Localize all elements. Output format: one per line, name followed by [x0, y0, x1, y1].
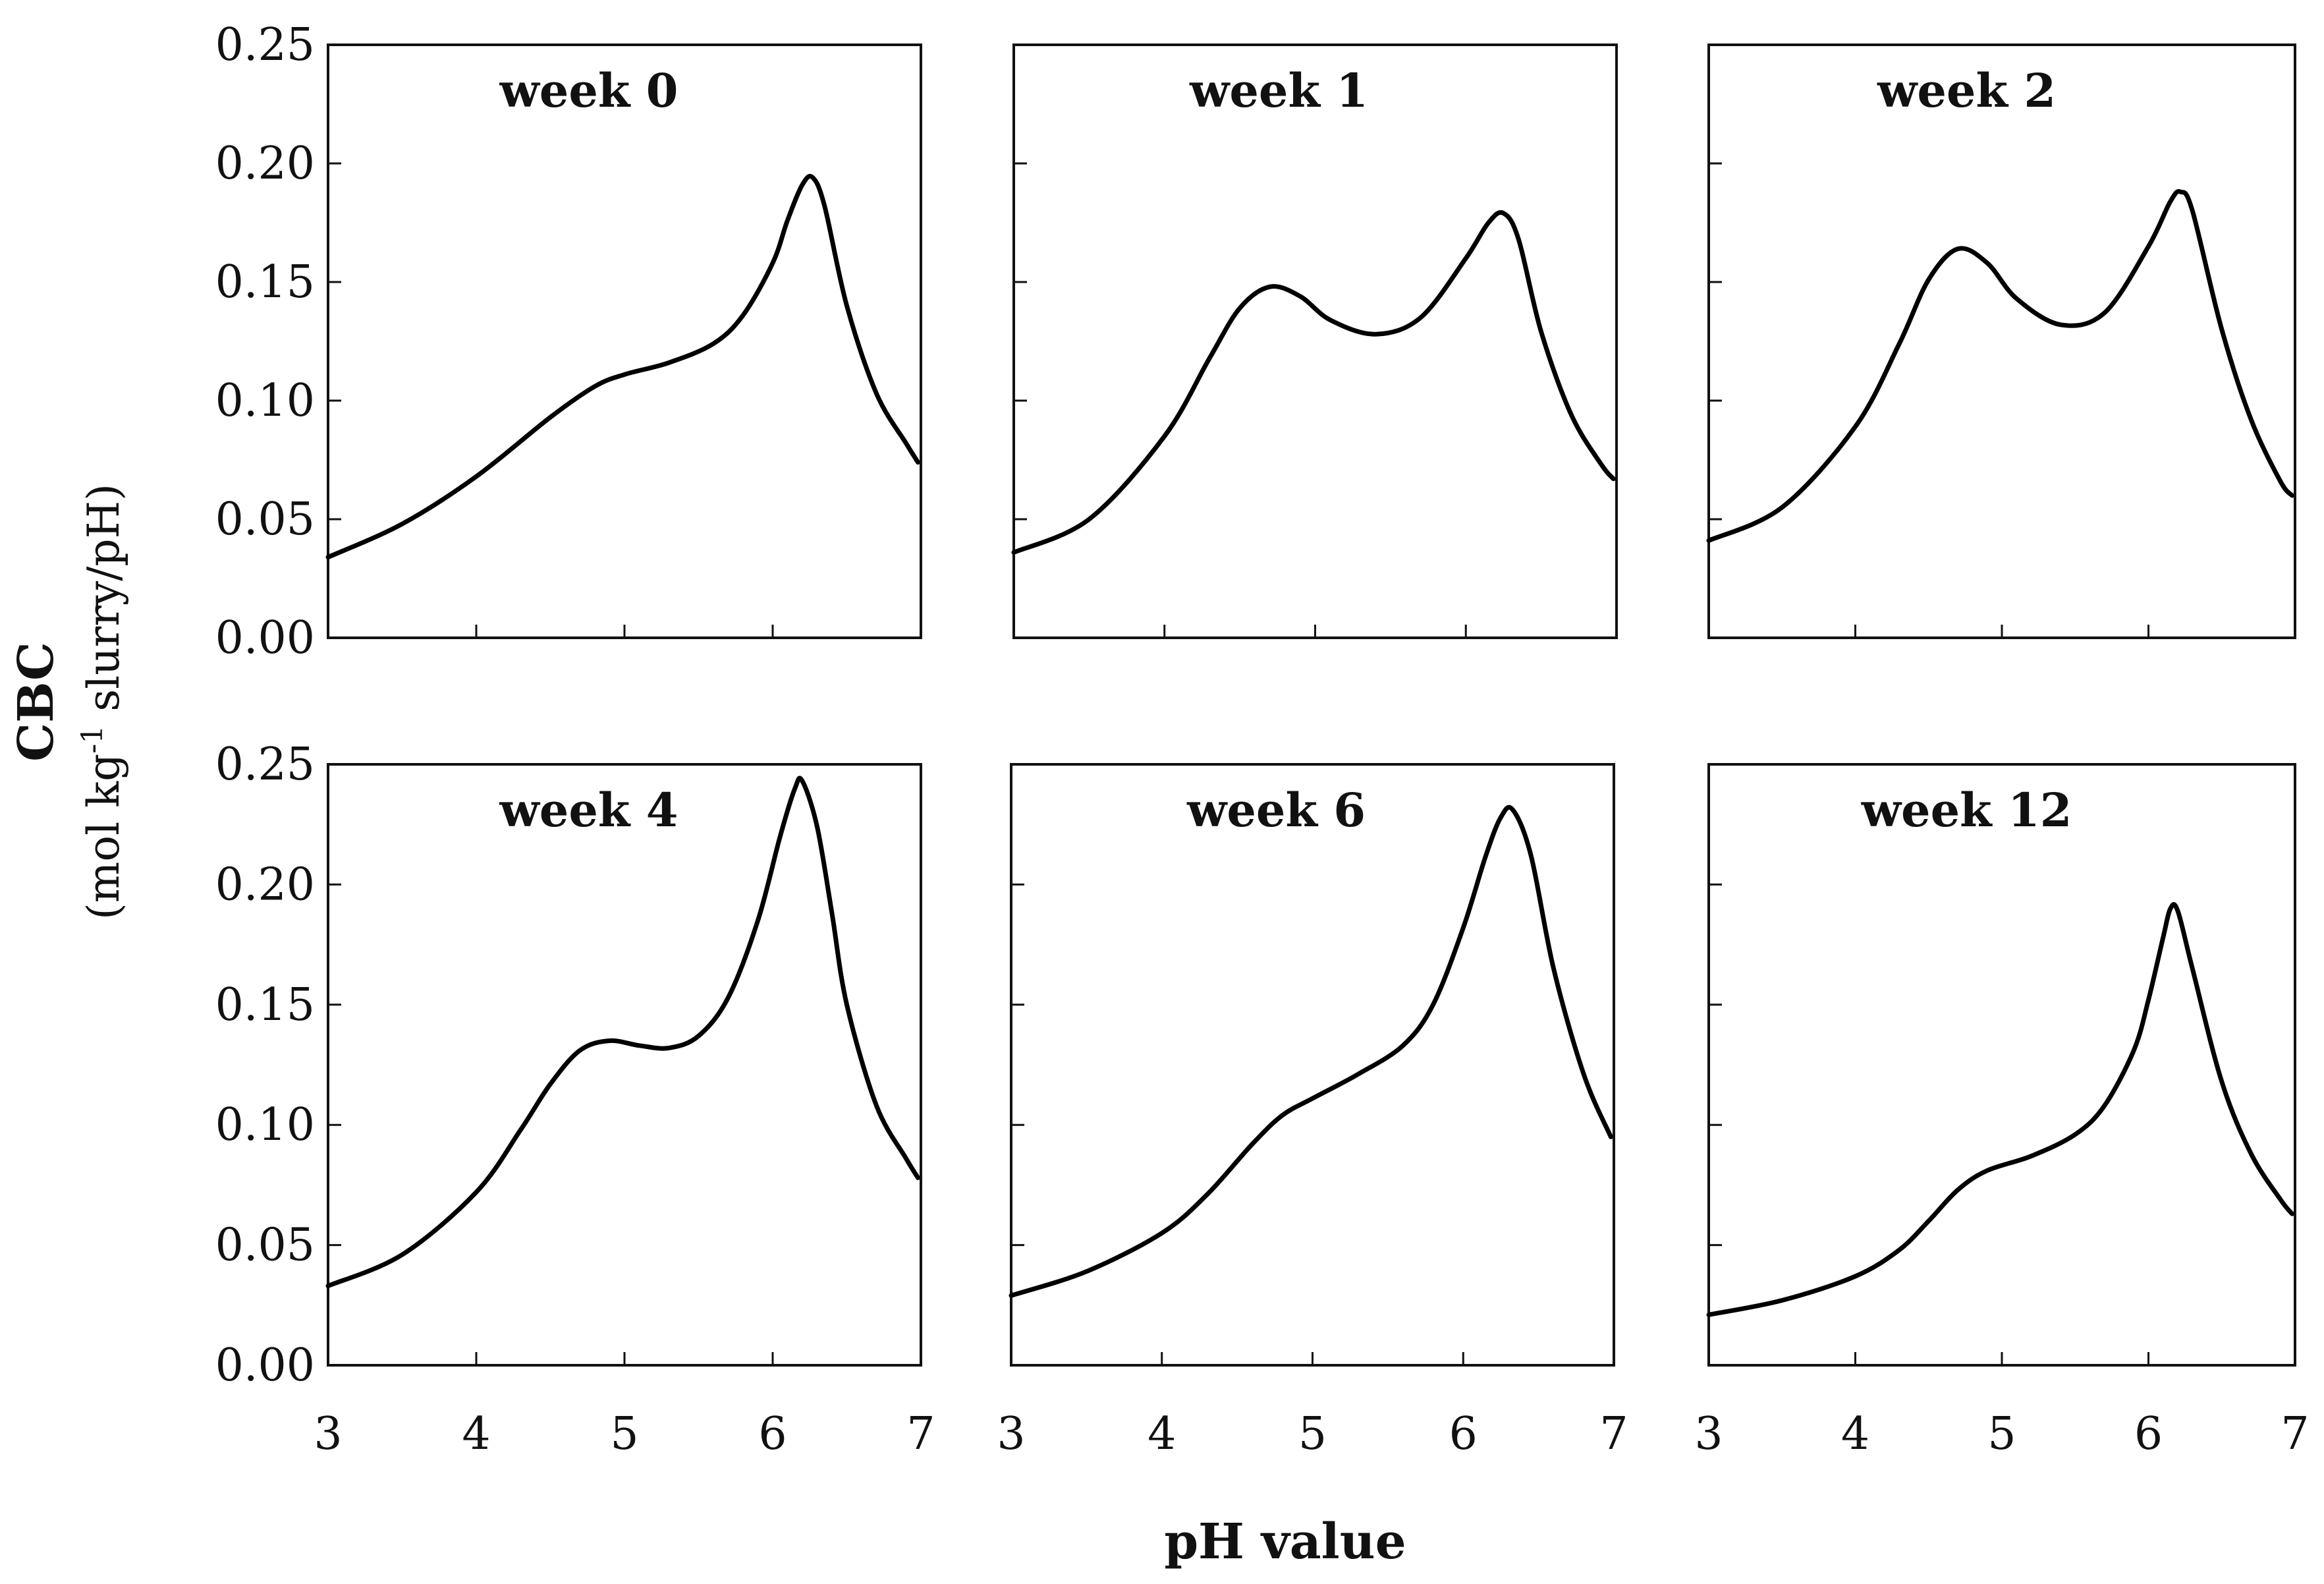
y-tick-label: 0.15: [215, 256, 315, 308]
panel-week-4: 0.00 0.05 0.10 0.15 0.20 0.25 3 4 5 6 7 week 4: [215, 739, 935, 1460]
panel-frame: [1010, 763, 1615, 1367]
x-tick-label: 5: [1298, 1408, 1327, 1460]
panel-title: week 12: [1861, 783, 2072, 837]
y-tick-label: 0.20: [215, 859, 315, 911]
y-tick-label: 0.10: [215, 375, 315, 427]
y-tick-label: 0.00: [215, 1340, 315, 1392]
x-tick-label: 5: [610, 1408, 638, 1460]
cbc-curve: [325, 776, 920, 1289]
x-tick-label: 5: [1987, 1408, 2016, 1460]
panel-frame: [327, 43, 922, 639]
y-tick-label: 0.05: [215, 494, 315, 546]
x-tick-label: 7: [2281, 1408, 2309, 1460]
panel-frame: [1707, 763, 2296, 1367]
panel-week-12: 3 4 5 6 7 week 12: [1694, 763, 2310, 1460]
panel-week-6: 3 4 5 6 7 week 6: [997, 763, 1628, 1460]
x-tick-label: 3: [997, 1408, 1025, 1460]
panel-title: week 6: [1186, 783, 1366, 837]
cbc-curve: [1706, 901, 2295, 1317]
y-tick-label: 0.25: [215, 19, 315, 71]
y-tick-label: 0.00: [215, 612, 315, 664]
panel-week-2: week 2: [1706, 43, 2296, 639]
y-tick-label: 0.20: [215, 138, 315, 190]
y-tick-label: 0.25: [215, 739, 315, 791]
panel-frame: [1012, 43, 1618, 639]
y-axis-unit: (mol kg-1 slurry/pH): [76, 484, 130, 920]
x-tick-label: 4: [1148, 1408, 1176, 1460]
panel-week-0: 0.00 0.05 0.10 0.15 0.20 0.25 week 0: [215, 19, 922, 664]
x-tick-label: 3: [314, 1408, 342, 1460]
panel-title: week 4: [499, 783, 678, 837]
y-axis-unit-part: (mol kg: [78, 754, 129, 920]
x-tick-label: 6: [758, 1408, 787, 1460]
y-axis-unit-superscript: -1: [76, 725, 109, 754]
x-tick-label: 4: [1841, 1408, 1869, 1460]
x-tick-label: 4: [462, 1408, 490, 1460]
panel-frame: [1707, 43, 2296, 639]
cbc-curve: [325, 174, 920, 560]
x-tick-label: 6: [1449, 1408, 1478, 1460]
cbc-curve: [1011, 210, 1616, 555]
panel-title: week 2: [1877, 63, 2056, 118]
panel-title: week 0: [499, 63, 678, 118]
x-tick-label: 3: [1694, 1408, 1723, 1460]
y-axis-title: CBC: [8, 642, 65, 762]
x-tick-label: 7: [1599, 1408, 1628, 1460]
panel-frame: [327, 763, 922, 1367]
y-tick-label: 0.10: [215, 1099, 315, 1151]
y-tick-label: 0.05: [215, 1220, 315, 1272]
x-tick-label: 6: [2134, 1408, 2163, 1460]
panel-week-1: week 1: [1011, 43, 1618, 639]
x-tick-label: 7: [906, 1408, 935, 1460]
y-axis-unit-part: slurry/pH): [78, 484, 129, 725]
y-tick-label: 0.15: [215, 979, 315, 1031]
panel-title: week 1: [1189, 63, 1368, 118]
cbc-curve: [1706, 188, 2295, 543]
x-axis-title: pH value: [1164, 1513, 1406, 1570]
cbc-curve: [1009, 805, 1613, 1298]
